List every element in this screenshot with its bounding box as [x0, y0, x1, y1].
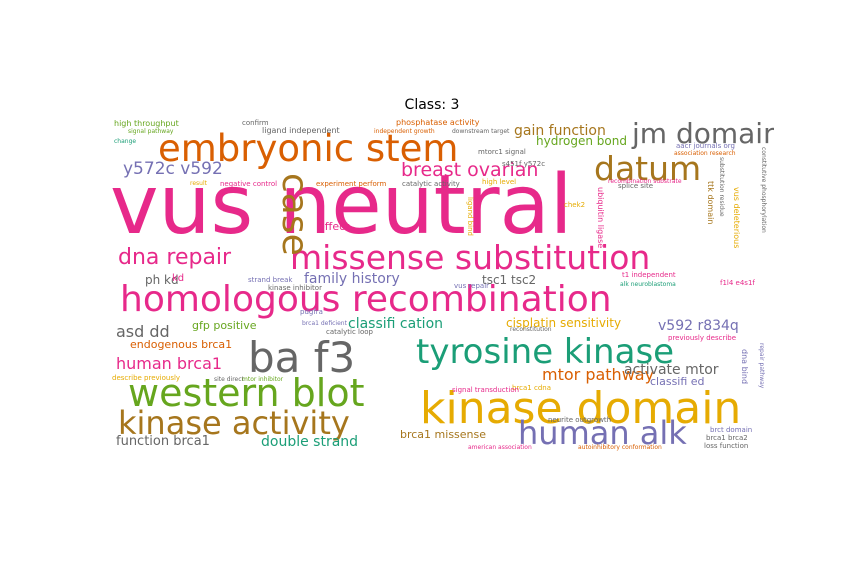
word-embryonic-stem: embryonic stem [158, 127, 459, 170]
word-catalytic-activity: catalytic activity [402, 180, 460, 188]
word-brct-domain: brct domain [710, 426, 753, 434]
word-missense-substitution: missense substitution [290, 238, 651, 277]
word-negative-control: negative control [220, 180, 278, 188]
word-catalytic-loop: catalytic loop [326, 328, 373, 336]
word-constitutive-phosphorylation: constitutive phosphorylation [760, 147, 767, 233]
word-asd-dd: asd dd [116, 322, 170, 341]
word-result: result [190, 180, 207, 187]
word-brca1-brca2: brca1 brca2 [706, 434, 748, 442]
word-human-brca1: human brca1 [116, 354, 223, 373]
word-independent-growth: independent growth [374, 128, 435, 135]
word-vus-neutral: vus neutral [110, 158, 573, 253]
word-effect: effect [318, 220, 350, 233]
word-signal-pathway: signal pathway [128, 128, 174, 135]
word-dna-repair: dna repair [118, 245, 232, 270]
chart-title: Class: 3 [404, 97, 460, 113]
word-mtor-inhibitor: mtor inhibitor [242, 376, 284, 383]
word-datum: datum [594, 149, 702, 188]
word-human-alk: human alk [518, 414, 687, 452]
word-hydrogen-bond: hydrogen bond [536, 134, 627, 148]
word-western-blot: western blot [128, 371, 365, 415]
word-change: change [114, 138, 137, 145]
word-describe-previously: describe previously [112, 374, 181, 382]
word-signal-transduction: signal transduction [452, 386, 520, 394]
word-family-history: family history [304, 271, 400, 287]
word-ttk-domain: ttk domain [706, 181, 715, 225]
word-cloud: vus neutral homologous recombination mis… [108, 117, 774, 457]
word-loss-function: loss function [704, 442, 749, 450]
word-ba-f3: ba f3 [248, 333, 356, 382]
word-ph-kd: ph kd [145, 273, 179, 287]
word-kd: kd [172, 273, 185, 284]
word-alk-neuroblastoma: alk neuroblastoma [620, 281, 676, 288]
word-gain-function: gain function [514, 123, 606, 139]
word-kinase-inhibitor: kinase inhibitor [268, 284, 322, 292]
word-phosphatase-activity: phosphatase activity [396, 118, 480, 127]
word-breast-ovarian: breast ovarian [401, 159, 539, 181]
word-high-throughput: high throughput [114, 119, 179, 128]
word-pdgfra: pdgfra [300, 308, 323, 316]
word-endogenous-brca1: endogenous brca1 [130, 338, 233, 351]
word-case: case [274, 173, 315, 256]
word-mtor-pathway: mtor pathway [542, 365, 655, 384]
word-strand-break: strand break [248, 276, 293, 284]
word-jm-domain: jm domain [632, 117, 774, 150]
word-site-direct: site direct [214, 376, 244, 383]
word-s451f-y572c: s451f y572c [502, 160, 546, 168]
word-chek2: chek2 [564, 201, 586, 209]
word-cisplatin-sensitivity: cisplatin sensitivity [506, 316, 622, 330]
word-vus-deleterious: vus deleterious [732, 187, 741, 249]
word-tsc1-tsc2: tsc1 tsc2 [482, 273, 537, 287]
word-brca1-cdna: brca1 cdna [512, 384, 552, 392]
word-high-level: high level [482, 178, 517, 186]
word-ligand-bind: ligand bind [466, 197, 474, 236]
word-classifi-cation: classifi cation [348, 316, 444, 332]
word-f1l4-e4s1f: f1l4 e4s1f [720, 279, 755, 287]
word-recombination-substrate: recombination substrate [608, 178, 682, 185]
word-classifi-ed: classifi ed [650, 375, 705, 388]
word-brca1-missense: brca1 missense [400, 428, 487, 441]
word-neurite-outgrowth: neurite outgrowth [548, 416, 612, 424]
word-association-research: association research [674, 150, 736, 157]
word-t1-independent: t1 independent [622, 271, 676, 279]
word-kinase-domain: kinase domain [420, 383, 742, 434]
word-ubiquitin-ligase: ubiquitin ligase [596, 187, 605, 249]
word-v592-r834q: v592 r834q [658, 318, 739, 334]
word-reconstitution: reconstitution [510, 326, 552, 333]
word-downstream-target: downstream target [452, 128, 510, 135]
word-vus-repair: vus repair [454, 282, 490, 290]
word-dna-bind: dna bind [740, 349, 749, 385]
word-tyrosine-kinase: tyrosine kinase [416, 332, 675, 372]
word-activate-mtor: activate mtor [624, 362, 719, 378]
word-splice-site: splice site [618, 182, 654, 190]
word-confirm: confirm [242, 119, 269, 127]
word-aacr-journals-org: aacr journals org [676, 142, 735, 150]
word-brca1-deficient: brca1 deficient [302, 320, 347, 327]
word-double-strand: double strand [261, 434, 359, 450]
word-mtorc1-signal: mtorc1 signal [478, 148, 526, 156]
word-homologous-recombination: homologous recombination [120, 279, 612, 320]
word-autoinhibitory-conformation: autoinhibitory conformation [578, 444, 662, 451]
word-american-association: american association [468, 444, 532, 451]
word-gfp-positive: gfp positive [192, 319, 257, 332]
word-previously-describe: previously describe [668, 334, 737, 342]
word-experiment-perform: experiment perform [316, 180, 387, 188]
word-kinase-activity: kinase activity [118, 404, 350, 442]
word-substitution-residue: substitution residue [718, 157, 725, 217]
word-function-brca1: function brca1 [116, 434, 210, 449]
word-ligand-independent: ligand independent [262, 126, 340, 135]
word-y572c-v592: y572c v592 [123, 159, 223, 179]
word-repair-pathway: repair pathway [758, 343, 765, 389]
